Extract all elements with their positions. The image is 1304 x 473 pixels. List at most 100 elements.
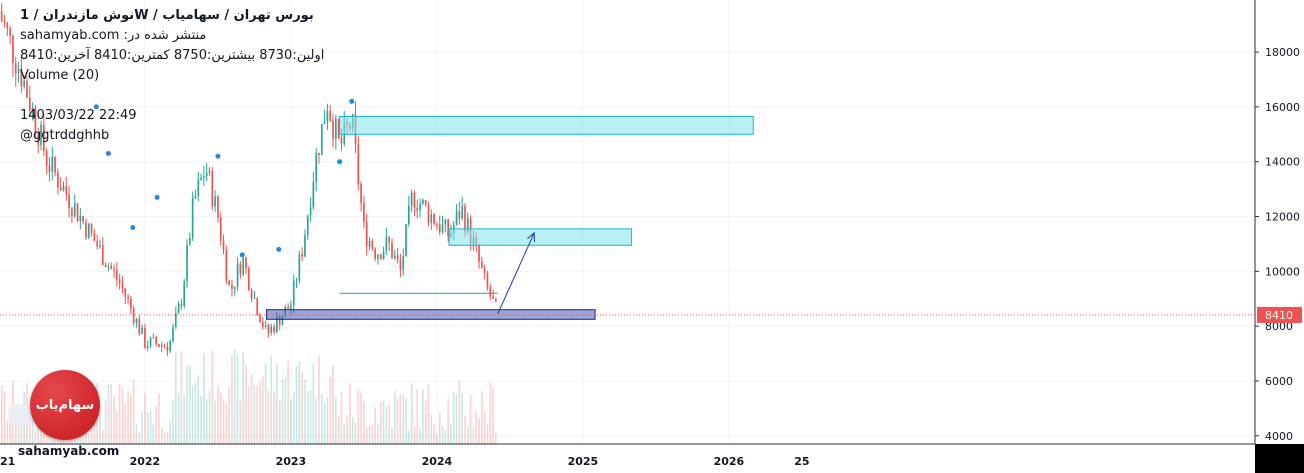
volume-bar [332,365,334,444]
volume-bar [113,396,115,444]
signal-dot [130,224,136,230]
volume-bar [200,396,202,444]
ohlc-line: اولین:8730 بیشترین:8750 کمترین:8410 آخری… [20,48,325,63]
time-axis: 21 2022 2023 2024 2025 2026 25 [0,443,1304,473]
volume-bar [399,394,402,444]
volume-bar [141,412,143,444]
volume-bar [410,383,413,444]
candle-body [177,303,180,314]
candle-body [436,224,438,226]
volume-bar [239,400,242,444]
volume-bar [340,391,343,444]
volume-bar [211,350,214,444]
volume-bar [233,349,236,444]
candle-body [315,152,318,183]
price-tick-label: 4000 [1265,430,1293,443]
volume-bar [284,376,287,444]
volume-bar [334,397,337,444]
candle-body [90,223,93,233]
volume-bar [419,428,421,444]
candle-body [464,206,466,232]
candle-body [318,152,320,155]
candle-body [466,218,469,232]
zone-support [266,309,596,320]
candle-body [138,318,141,334]
candle-body [169,341,172,352]
candle-body [250,290,253,299]
volume-bar [104,400,107,444]
candle-body [40,124,42,146]
candle-body [247,268,250,291]
volume-bar [438,411,441,444]
zone-resistance [339,115,754,135]
time-tick-label: 2024 [422,455,453,468]
volume-bar [436,433,438,444]
volume-bar [365,427,368,444]
volume-bar [188,365,191,444]
volume-bar [194,382,197,444]
candle-body [273,326,275,333]
candle-body [379,254,382,260]
volume-bar [287,360,289,444]
volume-bar [214,401,216,444]
volume-bar [245,365,247,444]
candle-body [160,345,163,347]
volume-bar [144,393,146,444]
candle-body [455,211,458,225]
projection-arrow [497,232,535,315]
candle-body [12,35,14,64]
volume-label[interactable]: Volume (20) [20,68,100,83]
volume-bar [273,391,275,444]
candle-body [14,63,17,74]
candle-body [197,179,200,196]
candle-body [191,197,194,238]
candle-body [287,306,289,309]
candle-body [172,327,174,342]
candle-body [146,346,149,348]
candle-body [87,223,90,238]
signal-dot [337,159,343,165]
volume-bar [306,390,309,444]
axis-corner [1255,444,1304,473]
candle-body [245,257,247,269]
volume-bar [422,389,424,444]
candle-body [374,248,376,259]
candle-body [396,255,399,261]
candle-body [478,245,480,262]
volume-bar [402,395,405,444]
candle-body [31,107,34,111]
volume-bar [461,392,464,444]
candle-body [270,326,273,333]
price-tick-label: 18000 [1265,46,1300,59]
candle-body [309,207,312,216]
volume-bar [441,425,444,444]
volume-bar [90,428,93,444]
candle-body [34,107,37,133]
price-tick-label: 14000 [1265,156,1300,169]
volume-bar [264,363,267,444]
volume-bar [483,410,486,444]
candle-body [68,194,70,209]
candle-body [217,196,219,218]
volume-bar [281,379,284,444]
volume-bar [318,356,320,444]
candle-body [332,120,334,139]
candle-body [236,263,239,287]
price-axis-bg [1255,0,1304,444]
volume-bar [228,387,230,444]
volume-bar [304,379,306,444]
candle-body [132,308,135,324]
volume-bar [276,363,278,444]
candle-body [276,316,278,333]
arrow-head [527,231,535,242]
candle-body [399,260,402,270]
volume-bar [14,423,17,444]
volume-bar [427,384,430,444]
candle-body [368,241,371,247]
volume-bar [295,366,298,444]
candle-body [155,337,157,345]
volume-bar [205,399,208,444]
candle-body [51,156,54,172]
candle-body [59,187,62,191]
